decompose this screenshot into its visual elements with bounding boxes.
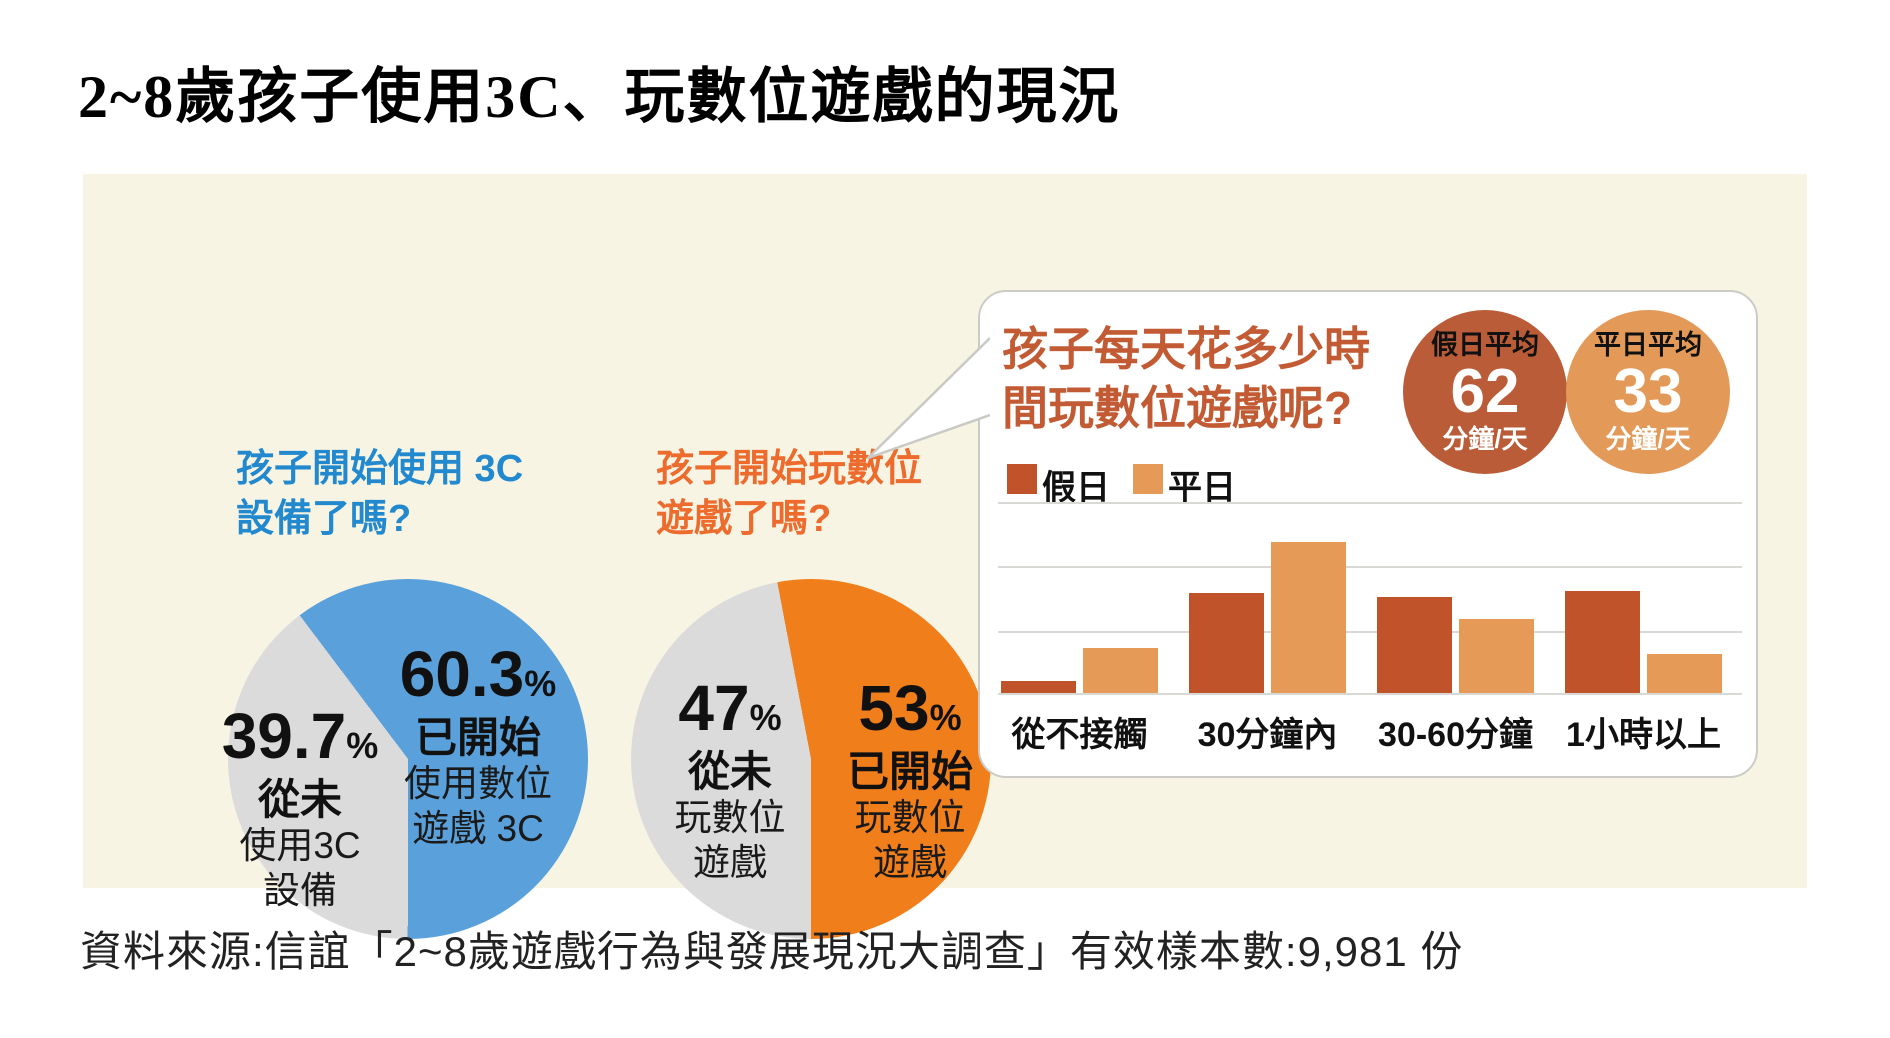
source-note: 資料來源:信誼「2~8歲遊戲行為與發展現況大調查」有效樣本數:9,981 份 <box>80 928 1464 975</box>
weekday-average-value: 33 <box>1613 357 1683 426</box>
pie-game-never-percent: 47% <box>678 672 782 744</box>
holiday-average-badge: 假日平均 62 分鐘/天 <box>1403 310 1567 474</box>
holiday-average-label: 假日平均 <box>1431 330 1539 360</box>
bar-holiday-2 <box>1189 593 1264 693</box>
pie-3c-started-status: 已開始 <box>414 714 542 761</box>
pie-3c-never-percent: 39.7% <box>221 700 379 772</box>
pie-game-never-status: 從未 <box>687 748 772 795</box>
bar-holiday-4 <box>1565 591 1640 693</box>
gridline <box>998 502 1742 504</box>
weekday-average-unit: 分鐘/天 <box>1605 424 1691 454</box>
holiday-average-unit: 分鐘/天 <box>1442 424 1528 454</box>
category-label-2: 30分鐘內 <box>1197 716 1338 754</box>
bar-weekday-2 <box>1271 542 1346 693</box>
pie-chart-game: 47% 從未 玩數位 遊戲 53% 已開始 玩數位 遊戲 <box>631 579 991 939</box>
holiday-average-value: 62 <box>1450 357 1520 426</box>
legend-holiday-label: 假日 <box>1042 469 1110 507</box>
gridline-baseline <box>998 693 1742 695</box>
pie-game-never-desc1: 玩數位 <box>674 797 786 838</box>
pie-3c-heading-line2: 設備了嗎? <box>236 498 412 540</box>
legend-weekday-label: 平日 <box>1168 469 1236 507</box>
barchart-plot: 從不接觸 30分鐘內 30-60分鐘 1小時以上 <box>998 502 1742 754</box>
category-label-4: 1小時以上 <box>1566 716 1721 754</box>
pie-game-never-labels: 47% 從未 玩數位 遊戲 <box>675 673 786 885</box>
pie-game-never-desc2: 遊戲 <box>693 842 767 883</box>
bar-holiday-3 <box>1377 597 1452 693</box>
pie-3c-never-labels: 39.7% 從未 使用3C 設備 <box>222 701 379 913</box>
category-label-1: 從不接觸 <box>1011 716 1148 754</box>
gridline <box>998 631 1742 633</box>
callout-pointer-icon <box>866 337 990 460</box>
pie-3c-started-desc1: 使用數位 <box>403 763 552 804</box>
pie-game-heading-line2: 遊戲了嗎? <box>656 498 832 540</box>
pie-3c-started-labels: 60.3% 已開始 使用數位 遊戲 3C <box>400 639 557 851</box>
pie-3c-never-desc1: 使用3C <box>239 825 361 866</box>
pie-game-started-percent: 53% <box>858 672 962 744</box>
pie-3c-heading-line1: 孩子開始使用 3C <box>236 448 524 490</box>
page-title: 2~8歲孩子使用3C、玩數位遊戲的現況 <box>78 64 1121 130</box>
card-title-line1: 孩子每天花多少時 <box>1002 323 1370 375</box>
weekday-average-label: 平日平均 <box>1594 330 1702 360</box>
bar-weekday-4 <box>1647 654 1722 693</box>
gridline <box>998 566 1742 568</box>
category-label-3: 30-60分鐘 <box>1378 716 1533 754</box>
card-title-line2: 間玩數位遊戲呢? <box>1002 382 1353 434</box>
weekday-average-badge: 平日平均 33 分鐘/天 <box>1566 310 1730 474</box>
time-spent-card: 孩子每天花多少時 間玩數位遊戲呢? 假日平均 62 分鐘/天 平日平均 33 分… <box>978 290 1758 778</box>
pie-game-started-desc1: 玩數位 <box>854 797 966 838</box>
pie-game-started-status: 已開始 <box>846 748 974 795</box>
pie-3c-started-desc2: 遊戲 3C <box>412 808 544 849</box>
legend-holiday-swatch <box>1007 464 1037 494</box>
bar-weekday-1 <box>1083 648 1158 693</box>
legend-weekday-swatch <box>1133 464 1163 494</box>
pie-3c-never-status: 從未 <box>257 776 343 823</box>
pie-game-started-labels: 53% 已開始 玩數位 遊戲 <box>847 673 973 885</box>
pie-game-started-desc2: 遊戲 <box>872 842 947 883</box>
pie-chart-3c: 60.3% 已開始 使用數位 遊戲 3C 39.7% 從未 使用3C 設備 <box>222 579 588 939</box>
pie-3c-started-percent: 60.3% <box>399 638 557 710</box>
bar-holiday-1 <box>1001 681 1076 693</box>
pie-3c-never-desc2: 設備 <box>262 870 337 911</box>
bar-weekday-3 <box>1459 619 1534 693</box>
card-title: 孩子每天花多少時 間玩數位遊戲呢? <box>1002 320 1370 438</box>
pie-3c-heading: 孩子開始使用 3C 設備了嗎? <box>236 444 523 544</box>
